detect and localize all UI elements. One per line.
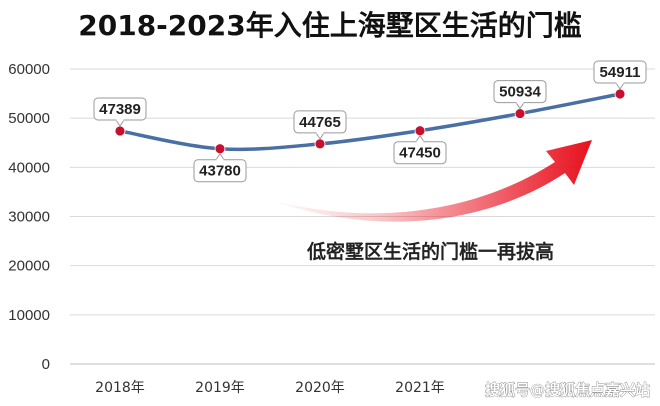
- y-tick-label: 0: [42, 356, 50, 373]
- data-label-value: 50934: [499, 84, 541, 101]
- data-label: 47450: [393, 134, 447, 165]
- data-markers: [114, 88, 626, 155]
- series-line-path: [118, 92, 622, 152]
- data-point: [514, 108, 526, 119]
- y-tick-label: 10000: [8, 307, 50, 324]
- data-point: [114, 125, 126, 137]
- x-tick-label: 2020年: [295, 380, 345, 396]
- x-tick-label: 2019年: [195, 380, 245, 396]
- trend-arrow: [270, 140, 592, 222]
- y-tick-label: 30000: [8, 209, 50, 226]
- x-tick-label: 2018年: [95, 380, 145, 396]
- data-label: 43780: [193, 152, 247, 183]
- gridlines: [70, 68, 655, 365]
- data-label-value: 47389: [99, 101, 141, 118]
- y-tick-label: 20000: [8, 258, 50, 275]
- y-axis-ticks: 0 10000 20000 30000 40000 50000 60000: [8, 61, 50, 373]
- data-label-value: 47450: [399, 145, 441, 162]
- data-point: [314, 138, 326, 150]
- y-tick-label: 40000: [8, 159, 50, 176]
- data-point: [614, 88, 626, 100]
- data-labels: 47389 43780 44765 47450 50934 54911: [93, 60, 647, 183]
- trend-arrow-shape: [270, 140, 592, 222]
- x-tick-label: 2021年: [395, 380, 445, 396]
- data-label: 54911: [593, 60, 647, 90]
- series-line: [118, 92, 622, 152]
- x-axis-ticks: 2018年 2019年 2020年 2021年: [95, 380, 445, 396]
- chart-title: 2018-2023年入住上海墅区生活的门槛: [78, 9, 582, 42]
- data-point: [414, 125, 426, 137]
- y-tick-label: 60000: [8, 61, 50, 78]
- data-point: [214, 143, 226, 155]
- data-label-value: 54911: [600, 64, 641, 81]
- data-label: 50934: [493, 80, 547, 110]
- data-label: 47389: [93, 97, 147, 127]
- annotation: 低密墅区生活的门槛一再拔高: [306, 240, 554, 263]
- watermark: 搜狐号@搜狐焦点嘉兴站: [485, 381, 650, 399]
- data-label-value: 43780: [199, 163, 241, 180]
- data-label: 44765: [293, 110, 347, 140]
- data-label-value: 44765: [299, 114, 341, 131]
- y-tick-label: 50000: [8, 110, 50, 127]
